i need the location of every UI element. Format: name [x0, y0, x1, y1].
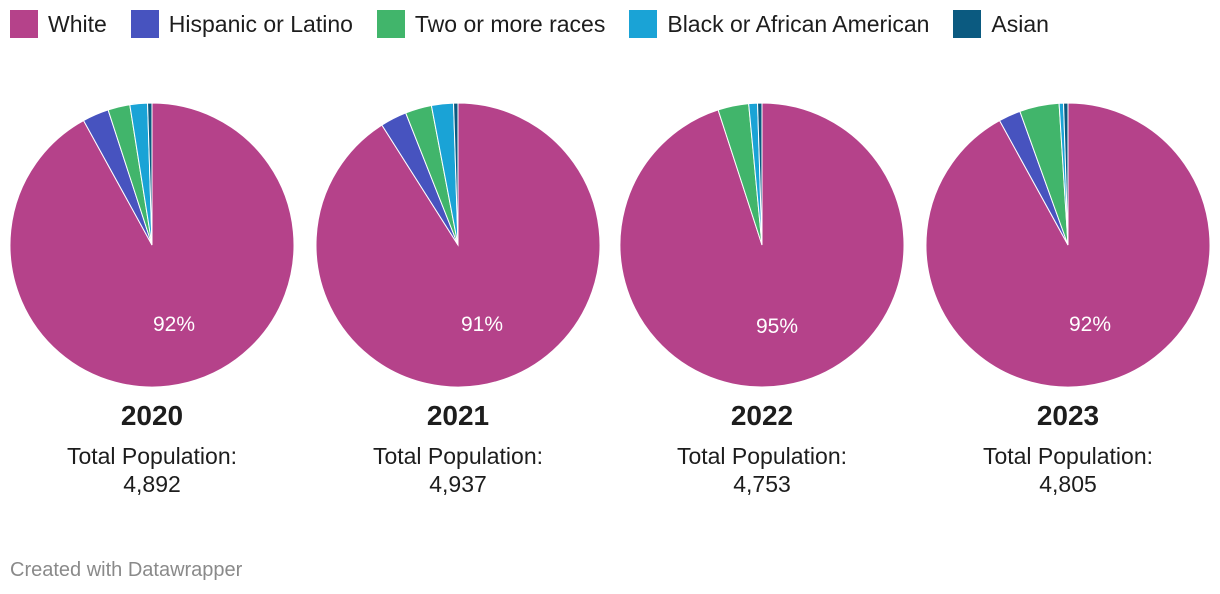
legend-item-white: White: [10, 10, 107, 38]
total-population-value-2022: 4,753: [733, 471, 791, 497]
pie-svg-2020: 92%: [9, 102, 295, 388]
total-population-value-2023: 4,805: [1039, 471, 1097, 497]
legend-item-black: Black or African American: [629, 10, 929, 38]
legend-label-black: Black or African American: [667, 10, 930, 37]
legend-label-white: White: [48, 10, 107, 37]
legend-item-hispanic: Hispanic or Latino: [130, 10, 353, 38]
pie-slices-2021: [315, 102, 601, 388]
chart-year-2022: 2022: [730, 400, 794, 431]
total-population-label-2021: Total Population:: [372, 443, 544, 469]
footer-credit: Created with Datawrapper: [10, 559, 243, 581]
legend-label-asian: Asian: [991, 10, 1049, 37]
pie-slices-2022: [619, 102, 905, 388]
total-population-value-2021: 4,937: [429, 471, 487, 497]
pie-chart-2023: 92% 2023 Total Population: 4,805: [918, 95, 1218, 497]
pie-slices-2023: [925, 102, 1211, 388]
total-population-label-2022: Total Population:: [676, 443, 848, 469]
chart-year-2021: 2021: [426, 400, 490, 431]
pie-chart-2021: 91% 2021 Total Population: 4,937: [308, 95, 608, 497]
pie-slice-asian-2023: [1063, 102, 1069, 246]
pie-svg-2023: 92%: [925, 102, 1211, 388]
total-population-label-2023: Total Population:: [982, 443, 1154, 469]
legend-swatch-white: [10, 10, 38, 38]
pie-svg-2021: 91%: [315, 102, 601, 388]
legend-label-two-or-more: Two or more races: [414, 10, 606, 37]
legend-item-two-or-more: Two or more races: [376, 10, 606, 38]
legend-label-hispanic: Hispanic or Latino: [168, 10, 353, 37]
legend-swatch-two-or-more: [376, 10, 405, 38]
pie-slice-label-2020: 92%: [153, 313, 195, 336]
pie-slice-asian-2021: [453, 102, 459, 246]
chart-year-2023: 2023: [1036, 400, 1100, 431]
pie-slice-label-2022: 95%: [756, 315, 798, 338]
legend-swatch-asian: [953, 10, 982, 38]
legend-swatch-hispanic: [130, 10, 159, 38]
pie-svg-2022: 95%: [619, 102, 905, 388]
pie-slices-2020: [9, 102, 295, 388]
pie-chart-2020: 92% 2020 Total Population: 4,892: [2, 95, 302, 497]
chart-year-2020: 2020: [120, 400, 184, 431]
legend-swatch-black: [629, 10, 658, 38]
legend-item-asian: Asian: [953, 10, 1049, 38]
pie-slice-label-2023: 92%: [1069, 313, 1111, 336]
legend: White Hispanic or Latino Two or more rac…: [10, 9, 1073, 39]
pie-chart-2022: 95% 2022 Total Population: 4,753: [612, 95, 912, 497]
pie-slice-asian-2022: [757, 102, 763, 246]
pie-slice-label-2021: 91%: [461, 313, 503, 336]
pie-slice-asian-2020: [147, 102, 153, 246]
total-population-label-2020: Total Population:: [66, 443, 238, 469]
total-population-value-2020: 4,892: [123, 471, 181, 497]
